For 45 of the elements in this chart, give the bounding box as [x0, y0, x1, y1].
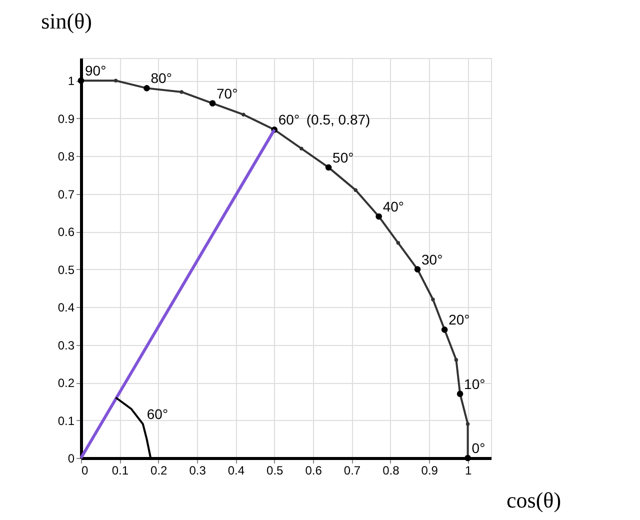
y-tick-label: 0.8 — [58, 150, 75, 164]
y-tick-label: 0.7 — [58, 187, 75, 202]
x-tick-label: 0 — [82, 464, 88, 478]
point — [300, 146, 304, 150]
point — [431, 298, 435, 302]
x-tick-label: 0.6 — [305, 464, 322, 478]
y-tick-label: 0.2 — [58, 376, 75, 390]
annotation: 40° — [382, 198, 404, 214]
y-tick-label: 1 — [68, 74, 75, 88]
x-tick-label: 0.4 — [228, 464, 245, 478]
x-tick-label: 0.9 — [421, 464, 438, 478]
annotation: 50° — [332, 149, 354, 166]
x-tick-label: 0.1 — [112, 464, 129, 478]
annotation: 20° — [448, 312, 470, 328]
annotation: 70° — [216, 85, 238, 102]
annotation: 60° — [278, 112, 300, 128]
annotation: 30° — [422, 251, 443, 268]
point — [354, 188, 358, 192]
y-tick-label: 0.6 — [58, 225, 75, 240]
point — [242, 112, 246, 116]
point — [180, 90, 184, 94]
point — [466, 422, 470, 426]
x-tick-label: 0.2 — [150, 464, 168, 478]
y-axis-title: sin(θ) — [41, 8, 92, 34]
y-tick-label: 0.9 — [58, 112, 75, 126]
x-axis-title: cos(θ) — [506, 488, 562, 512]
x-tick-label: 0.7 — [344, 464, 361, 478]
annotation: 80° — [150, 70, 172, 86]
y-tick-label: 0.3 — [58, 338, 75, 352]
annotation: 0° — [472, 440, 486, 456]
point — [396, 241, 400, 245]
annotation: 60° — [146, 406, 168, 422]
y-tick-label: 0 — [68, 452, 75, 466]
point — [114, 78, 118, 83]
annotation: 10° — [464, 376, 486, 392]
x-tick-label: 0.5 — [266, 464, 284, 478]
x-tick-label: 0.8 — [382, 464, 400, 478]
x-tick-label: 0.3 — [189, 464, 206, 478]
y-tick-label: 0.5 — [58, 262, 75, 277]
annotation: 90° — [85, 62, 106, 79]
point — [454, 358, 458, 362]
annotation: (0.5, 0.87) — [306, 112, 370, 128]
y-tick-label: 0.1 — [58, 414, 75, 428]
y-tick-label: 0.4 — [58, 300, 75, 315]
x-tick-label: 1 — [464, 464, 472, 478]
